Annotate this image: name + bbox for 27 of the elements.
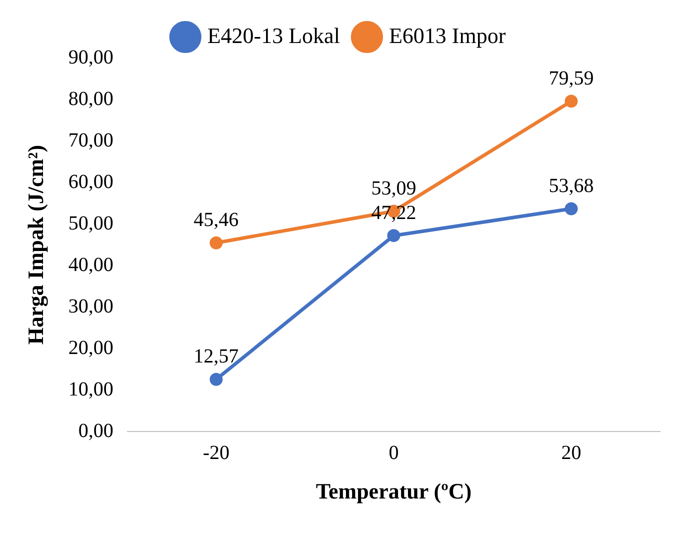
y-tick-label: 20,00 — [68, 336, 114, 359]
y-tick-label: 80,00 — [68, 88, 114, 110]
y-tick-label: 30,00 — [68, 295, 114, 318]
data-label: 79,59 — [548, 67, 594, 90]
y-tick-label: 0,00 — [78, 420, 114, 442]
data-label: 53,68 — [548, 175, 594, 198]
y-tick-label: 70,00 — [68, 129, 114, 152]
legend-label: E420-13 Lokal — [207, 22, 340, 48]
y-tick-label: 40,00 — [68, 254, 114, 276]
legend-label: E6013 Impor — [388, 22, 506, 48]
x-tick-label: -20 — [202, 442, 230, 464]
y-tick-label: 60,00 — [68, 170, 114, 193]
point — [210, 372, 223, 386]
x-tick-label: 0 — [388, 442, 399, 464]
point — [387, 229, 400, 242]
x-tick-label: 20 — [561, 442, 582, 464]
x-axis-title: Temperatur (ºC) — [316, 478, 472, 504]
point — [564, 94, 578, 108]
y-axis-title: Harga Impak (J/cm²) — [22, 144, 48, 345]
y-tick-label: 10,00 — [68, 378, 114, 400]
y-tick-label: 90,00 — [68, 46, 114, 68]
data-label: 12,57 — [194, 346, 239, 368]
data-label: 53,09 — [371, 177, 416, 200]
point — [564, 202, 578, 216]
y-tick-label: 50,00 — [68, 212, 114, 234]
point — [210, 236, 223, 250]
data-label: 45,46 — [194, 209, 239, 232]
